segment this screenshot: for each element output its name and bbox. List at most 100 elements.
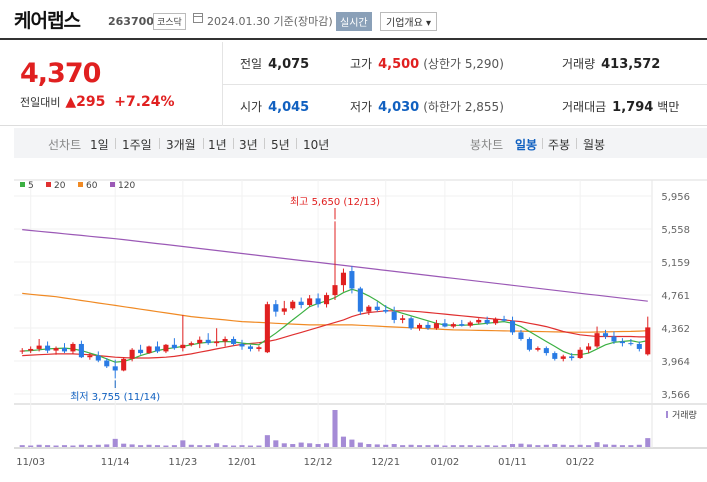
volume-bar bbox=[425, 445, 431, 447]
candle-body bbox=[298, 301, 304, 306]
period-3m[interactable]: 3개월 bbox=[166, 138, 196, 152]
candle-body bbox=[104, 360, 110, 367]
volume-bar bbox=[332, 410, 338, 447]
realtime-button[interactable]: 실시간 bbox=[336, 12, 372, 31]
candle-body bbox=[78, 343, 84, 358]
volume-bar bbox=[290, 444, 296, 447]
price-change: 전일대비 ▲295 +7.24% bbox=[20, 94, 175, 110]
volume-bar bbox=[281, 443, 287, 447]
candle-body bbox=[619, 341, 625, 344]
candle-body bbox=[197, 339, 203, 344]
company-info-dropdown[interactable]: 기업개요 ▾ bbox=[380, 12, 437, 31]
stat-unit: 백만 bbox=[657, 100, 680, 114]
candle-body bbox=[146, 346, 152, 354]
volume-bar bbox=[459, 445, 465, 447]
volume-bar bbox=[340, 436, 346, 447]
x-tick-label: 11/14 bbox=[101, 457, 130, 468]
volume-bar bbox=[28, 445, 34, 447]
stat-label: 거래대금 bbox=[562, 100, 607, 114]
volume-bar bbox=[247, 445, 254, 447]
candle-body bbox=[374, 306, 380, 310]
volume-bar bbox=[586, 445, 592, 447]
candle-body bbox=[366, 306, 372, 312]
volume-legend-label: 거래량 bbox=[672, 409, 697, 421]
candle-body bbox=[315, 298, 321, 305]
volume-bar bbox=[171, 445, 177, 447]
divider bbox=[542, 138, 543, 149]
divider bbox=[576, 138, 577, 149]
candle-body bbox=[180, 344, 186, 349]
period-1d[interactable]: 1일 bbox=[90, 138, 109, 152]
volume-bar bbox=[450, 445, 456, 447]
candle-body bbox=[501, 319, 507, 321]
candle-body bbox=[450, 324, 456, 327]
volume-bar bbox=[61, 445, 68, 447]
volume-bar bbox=[138, 445, 144, 447]
candle-body bbox=[95, 355, 101, 361]
volume-bar bbox=[628, 445, 634, 447]
volume-bar bbox=[391, 444, 397, 447]
period-3y[interactable]: 3년 bbox=[239, 138, 258, 152]
volume-bar bbox=[146, 444, 152, 447]
volume-bar bbox=[535, 445, 541, 447]
period-10y[interactable]: 10년 bbox=[303, 138, 330, 152]
candle-body bbox=[594, 333, 600, 347]
candle-body bbox=[636, 343, 642, 349]
candle-body bbox=[307, 298, 313, 306]
volume-bar bbox=[78, 444, 84, 447]
lower-limit: (하한가 2,855) bbox=[423, 100, 504, 114]
volume-bar bbox=[526, 444, 532, 447]
candle-body bbox=[231, 338, 237, 344]
volume-bar bbox=[484, 445, 490, 447]
candle-body bbox=[154, 346, 161, 352]
stat-label: 고가 bbox=[350, 57, 373, 71]
volume-bar bbox=[163, 445, 169, 447]
legend-swatch bbox=[46, 182, 51, 187]
x-tick-label: 01/22 bbox=[566, 457, 595, 468]
legend-label: 60 bbox=[86, 181, 98, 191]
candle-monthly[interactable]: 월봉 bbox=[583, 138, 606, 152]
volume-bar bbox=[19, 445, 25, 447]
volume-bar bbox=[552, 444, 558, 447]
candle-body bbox=[256, 347, 262, 349]
volume-bar bbox=[569, 445, 575, 447]
volume-bar bbox=[518, 443, 524, 447]
candle-body bbox=[645, 327, 651, 355]
calendar-icon bbox=[193, 13, 203, 23]
volume-bar bbox=[636, 444, 642, 447]
x-tick-label: 12/21 bbox=[371, 457, 400, 468]
candle-body bbox=[611, 336, 617, 342]
candle-body bbox=[214, 341, 220, 344]
y-tick-label: 3,566 bbox=[661, 390, 690, 401]
period-1y[interactable]: 1년 bbox=[208, 138, 227, 152]
stat-volume: 거래량 413,572 bbox=[562, 55, 660, 72]
stock-name: 케어랩스 bbox=[14, 10, 81, 32]
candle-body bbox=[45, 345, 51, 351]
volume-bar bbox=[180, 440, 186, 447]
candle-body bbox=[484, 319, 490, 324]
candle-body bbox=[273, 304, 279, 312]
stat-open: 시가 4,045 bbox=[240, 98, 309, 115]
candle-daily[interactable]: 일봉 bbox=[515, 138, 538, 152]
period-selector: 선차트 1일 1주일 3개월 1년 3년 5년 10년 봉차트 일봉 주봉 월봉 bbox=[14, 128, 707, 158]
stat-prev-close: 전일 4,075 bbox=[240, 55, 309, 72]
stat-value: 1,794 bbox=[612, 100, 654, 115]
upper-limit: (상한가 5,290) bbox=[423, 57, 504, 71]
candle-body bbox=[19, 350, 25, 352]
y-tick-label: 4,362 bbox=[661, 324, 690, 335]
candle-body bbox=[476, 319, 482, 323]
stat-low: 저가 4,030 (하한가 2,855) bbox=[350, 98, 504, 115]
volume-bar bbox=[95, 444, 101, 447]
candle-weekly[interactable]: 주봉 bbox=[548, 138, 571, 152]
candle-body bbox=[628, 343, 634, 345]
candle-body bbox=[560, 356, 566, 359]
period-1w[interactable]: 1주일 bbox=[122, 138, 152, 152]
period-5y[interactable]: 5년 bbox=[271, 138, 290, 152]
legend-label: 5 bbox=[28, 181, 34, 191]
y-tick-label: 5,159 bbox=[661, 258, 690, 269]
x-tick-label: 11/23 bbox=[168, 457, 197, 468]
candle-body bbox=[509, 320, 516, 333]
candle-body bbox=[425, 324, 431, 329]
x-tick-label: 01/11 bbox=[498, 457, 527, 468]
